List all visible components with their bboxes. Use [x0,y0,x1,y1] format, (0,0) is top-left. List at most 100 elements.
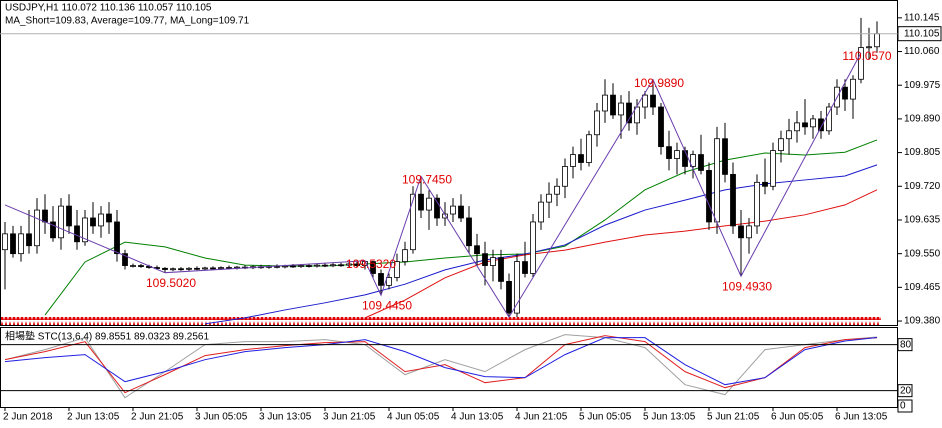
x-tick-label: 3 Jun 13:05 [259,412,312,423]
candle-body [58,205,64,239]
candle-body [522,261,528,274]
candle-body [410,193,416,251]
candle-body [162,267,168,270]
y-tick-label: 109.465 [904,282,941,293]
candle-body [538,201,544,223]
candle-body [682,150,688,167]
candle-body [450,205,456,215]
x-tick-label: 6 Jun 05:05 [771,412,824,423]
candle-body [674,150,680,159]
candle-body [842,86,848,100]
candle-body [866,46,872,49]
sub-frame [0,327,898,408]
candle-body [474,245,480,255]
moving-average [364,189,878,319]
candle-body [698,154,704,171]
candle-body [314,264,320,267]
candle-body [50,221,56,239]
candle-body [194,267,200,270]
candle-body [114,221,120,255]
candle-body [26,233,32,247]
candle-body [498,257,504,282]
candle-body [10,233,16,255]
level-box [897,338,913,352]
candle-body [530,221,536,274]
candle-body [738,225,744,239]
current-price: 110.105 [904,28,940,39]
x-tick-label: 4 Jun 21:05 [515,412,568,423]
indicator-line [4,335,878,394]
candle-body [714,138,720,223]
y-tick-label: 0 [900,401,906,412]
candle-body [802,122,808,128]
y-tick-label: 80 [900,339,912,350]
x-tick-label: 5 Jun 13:05 [643,412,696,423]
candle-body [386,277,392,286]
candle-body [626,102,632,124]
y-tick-label: 110.060 [904,46,940,57]
zigzag-label: 109.7450 [402,173,452,187]
candle-body [642,94,648,108]
candle-body [138,265,144,267]
indicator-title: 相場塾 STC(13,6,4) 89.8551 89.0323 89.2561 [5,330,209,343]
candle-body [610,94,616,116]
x-tick-label: 6 Jun 13:05 [835,412,888,423]
candle-body [650,94,656,108]
candle-body [706,170,712,223]
candle-body [466,217,472,247]
candle-body [106,213,112,223]
candle-body [586,134,592,163]
candle-body [554,185,560,195]
candle-body [762,181,768,187]
price-box [897,26,942,42]
candle-body [218,267,224,269]
zigzag [4,52,862,319]
candle-body [394,261,400,278]
chart-subtitle: MA_Short=109.83, Average=109.77, MA_Long… [5,16,250,27]
candle-body [346,263,352,266]
candle-body [90,217,96,227]
x-tick-label: 2 Jun 2018 [3,412,53,423]
candle-body [770,150,776,187]
candle-body [418,193,424,211]
candle-body [290,265,296,268]
candle-body [170,268,176,271]
candle-body [754,181,760,227]
signal-markers [1,317,881,325]
candle-body [786,130,792,140]
zigzag-label: 109.4450 [362,298,412,312]
level-box [897,399,913,413]
candle-body [322,264,328,267]
candle-body [874,33,880,48]
candle-body [2,233,8,251]
candle-body [858,47,864,80]
candle-body [202,267,208,270]
candle-body [850,78,856,100]
zigzag-label: 110.0570 [842,49,891,63]
y-tick-label: 109.805 [904,147,941,158]
candle-body [778,138,784,152]
candle-body [730,173,736,227]
candle-body [506,281,512,314]
candle-body [130,265,136,267]
x-tick-label: 2 Jun 13:05 [67,412,120,423]
candle-body [74,225,80,243]
zigzag-label: 109.5020 [146,276,196,290]
candle-body [658,106,664,148]
candle-body [370,261,376,274]
candle-body [98,213,104,227]
candle-body [746,225,752,239]
candle-body [546,193,552,203]
candle-body [602,94,608,112]
y-tick-label: 109.550 [904,248,941,259]
y-tick-label: 109.975 [904,80,941,91]
candle-body [18,233,24,255]
x-tick-label: 2 Jun 21:05 [131,412,184,423]
x-tick-label: 4 Jun 13:05 [451,412,504,423]
candle-body [490,257,496,266]
x-tick-label: 5 Jun 21:05 [707,412,760,423]
candle-body [178,268,184,271]
candle-body [306,265,312,267]
zigzag-label: 109.9890 [634,76,684,90]
candle-body [818,118,824,132]
